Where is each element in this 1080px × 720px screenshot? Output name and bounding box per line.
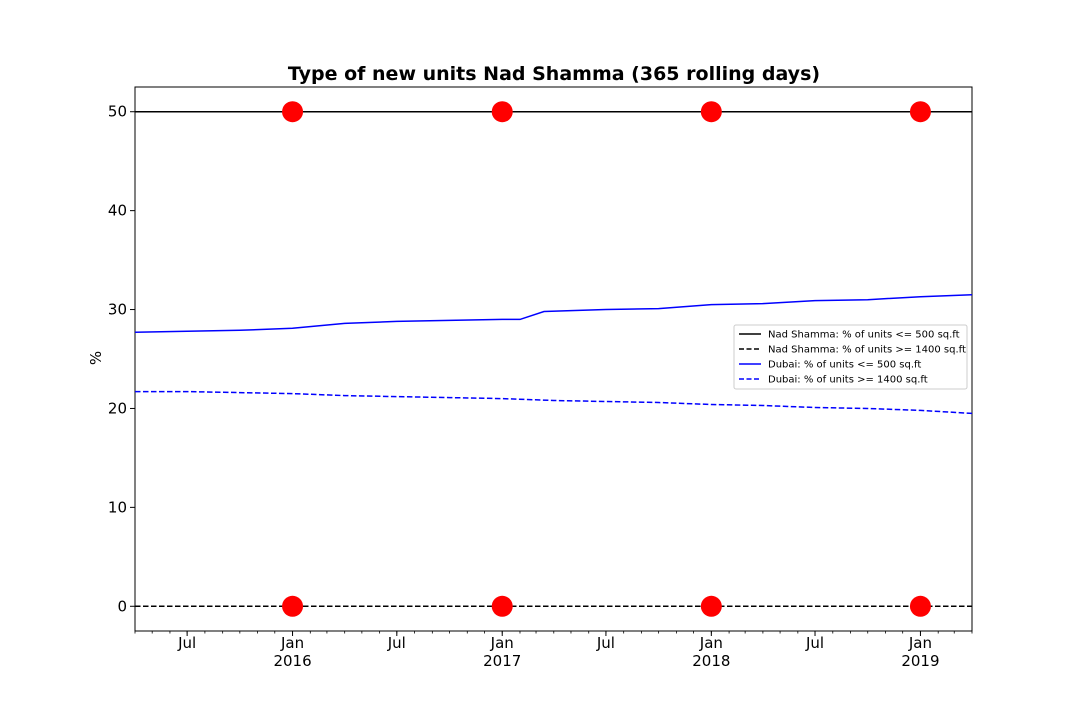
x-tick-label: Jul <box>805 634 824 652</box>
red-marker <box>700 101 722 123</box>
x-tick-year-label: 2016 <box>273 652 311 670</box>
chart-title: Type of new units Nad Shamma (365 rollin… <box>288 63 820 85</box>
x-tick-label: Jul <box>387 634 406 652</box>
legend-entry: Dubai: % of units >= 1400 sq.ft <box>768 375 928 386</box>
x-tick-year-label: 2019 <box>901 652 939 670</box>
legend-box <box>733 324 968 390</box>
y-tick-label: 50 <box>108 103 127 121</box>
y-tick-label: 20 <box>108 399 127 417</box>
series-line-4 <box>135 390 973 415</box>
x-tick-label: Jan <box>699 634 723 652</box>
red-marker <box>491 101 513 123</box>
x-tick-label: Jul <box>596 634 615 652</box>
red-marker <box>700 595 722 617</box>
legend-entry: Nad Shamma: % of units <= 500 sq.ft <box>768 330 960 341</box>
y-axis-label: % <box>87 351 105 365</box>
x-tick-label: Jan <box>280 634 304 652</box>
y-tick-label: 30 <box>108 301 127 319</box>
legend-entry: Nad Shamma: % of units >= 1400 sq.ft <box>768 345 966 356</box>
x-tick-year-label: 2017 <box>483 652 521 670</box>
series-line-3 <box>134 293 973 334</box>
x-tick-label: Jan <box>490 634 514 652</box>
x-tick-year-label: 2018 <box>692 652 730 670</box>
y-tick-label: 40 <box>108 202 127 220</box>
x-tick-label: Jul <box>177 634 196 652</box>
red-marker <box>491 595 513 617</box>
red-marker <box>909 101 931 123</box>
y-tick-label: 10 <box>108 498 127 516</box>
legend: Nad Shamma: % of units <= 500 sq.ft Nad S… <box>733 324 968 390</box>
legend-entry: Dubai: % of units <= 500 sq.ft <box>768 360 921 371</box>
x-tick-label: Jan <box>908 634 932 652</box>
y-tick-label: 0 <box>117 597 127 615</box>
red-marker <box>282 101 304 123</box>
red-marker <box>909 595 931 617</box>
red-marker <box>282 595 304 617</box>
